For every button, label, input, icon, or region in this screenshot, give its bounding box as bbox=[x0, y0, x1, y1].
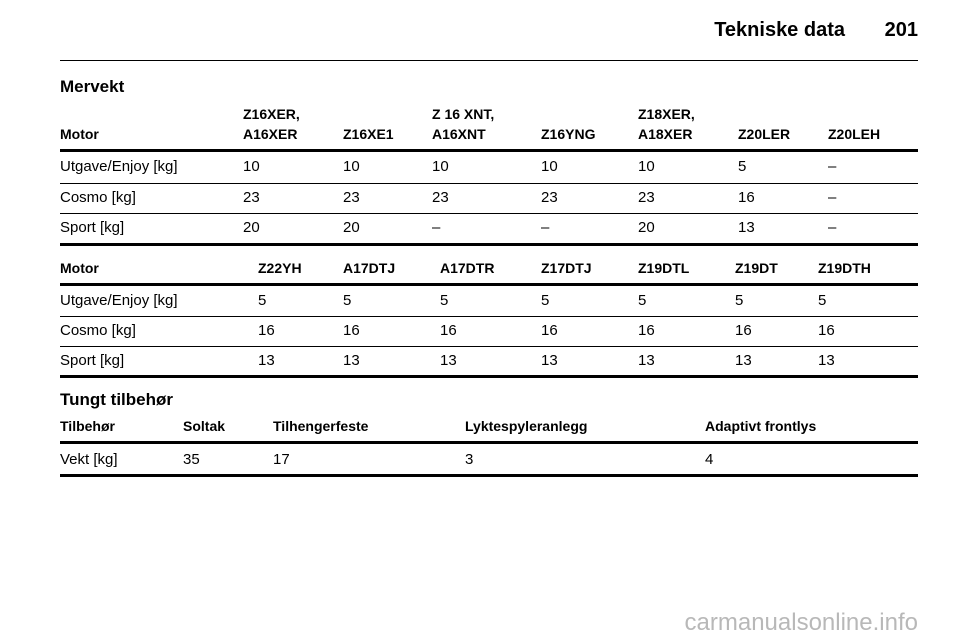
table-cell: 13 bbox=[818, 352, 835, 369]
table-cell: 16 bbox=[818, 322, 835, 339]
column-header: Z 16 XNT, A16XNT bbox=[432, 106, 495, 142]
table-cell: 16 bbox=[638, 322, 655, 339]
table-cell: – bbox=[828, 219, 837, 237]
table-cell: 20 bbox=[343, 219, 360, 237]
table-cell: Sport [kg] bbox=[60, 219, 125, 237]
table-cell: Cosmo [kg] bbox=[60, 188, 136, 206]
page-title: Tekniske data bbox=[714, 19, 845, 41]
table-cell: 13 bbox=[440, 352, 457, 369]
table-cell: Vekt [kg] bbox=[60, 450, 118, 468]
column-header: A17DTJ bbox=[343, 260, 396, 276]
column-header: Adaptivt frontlys bbox=[705, 418, 817, 434]
column-header: Soltak bbox=[183, 418, 226, 434]
column-header: Z20LEH bbox=[828, 126, 881, 142]
table-rule bbox=[60, 375, 918, 378]
table-cell: 13 bbox=[738, 219, 755, 237]
table-cell: 17 bbox=[273, 450, 290, 468]
table-cell: – bbox=[828, 188, 837, 206]
table-cell: 4 bbox=[705, 450, 714, 468]
table-cell: 13 bbox=[258, 352, 275, 369]
section-title: Mervekt bbox=[60, 77, 125, 96]
header-rule bbox=[60, 60, 918, 61]
table-cell: 5 bbox=[735, 292, 744, 309]
column-header: Z19DTL bbox=[638, 260, 690, 276]
table-cell: 10 bbox=[541, 158, 558, 176]
column-header: Tilhengerfeste bbox=[273, 418, 369, 434]
column-header: Z16XE1 bbox=[343, 126, 394, 142]
table-cell: 20 bbox=[638, 219, 655, 237]
column-header: Z19DTH bbox=[818, 260, 871, 276]
table-cell: 35 bbox=[183, 450, 200, 468]
table-cell: 16 bbox=[735, 322, 752, 339]
table-cell: 23 bbox=[638, 188, 655, 206]
column-header: Z17DTJ bbox=[541, 260, 592, 276]
table-cell: 5 bbox=[541, 292, 550, 309]
column-header: Z16YNG bbox=[541, 126, 596, 142]
table-cell: 23 bbox=[243, 188, 260, 206]
table-cell: 5 bbox=[440, 292, 449, 309]
table-cell: 5 bbox=[258, 292, 267, 309]
table-cell: Sport [kg] bbox=[60, 352, 125, 369]
table-cell: 3 bbox=[465, 450, 474, 468]
table-rule bbox=[60, 441, 918, 444]
table-cell: 10 bbox=[243, 158, 260, 176]
table-cell: 13 bbox=[638, 352, 655, 369]
column-header: Motor bbox=[60, 126, 99, 142]
column-header: Z22YH bbox=[258, 260, 302, 276]
table-cell: 5 bbox=[818, 292, 827, 309]
table-cell: 5 bbox=[738, 158, 747, 176]
column-header: Z16XER, A16XER bbox=[243, 106, 300, 142]
table-cell: 16 bbox=[738, 188, 755, 206]
table-cell: 5 bbox=[638, 292, 647, 309]
table-rule bbox=[60, 316, 918, 317]
column-header: Tilbehør bbox=[60, 418, 115, 434]
page-number: 201 bbox=[884, 19, 918, 41]
table-cell: 16 bbox=[440, 322, 457, 339]
table-cell: 23 bbox=[541, 188, 558, 206]
table-rule bbox=[60, 213, 918, 214]
table-cell: 13 bbox=[343, 352, 360, 369]
table-cell: 16 bbox=[541, 322, 558, 339]
table-cell: Utgave/Enjoy [kg] bbox=[60, 292, 178, 309]
table-cell: Utgave/Enjoy [kg] bbox=[60, 158, 178, 176]
column-header: Z19DT bbox=[735, 260, 778, 276]
table-cell: 23 bbox=[432, 188, 449, 206]
column-header: A17DTR bbox=[440, 260, 495, 276]
table-cell: – bbox=[541, 219, 550, 237]
table-cell: 16 bbox=[343, 322, 360, 339]
table-cell: 10 bbox=[638, 158, 655, 176]
table-rule bbox=[60, 242, 918, 246]
table-cell: – bbox=[432, 219, 441, 237]
table-cell: 10 bbox=[343, 158, 360, 176]
column-header: Motor bbox=[60, 260, 99, 276]
column-header: Lyktespyleranlegg bbox=[465, 418, 588, 434]
table-rule bbox=[60, 182, 918, 184]
table-cell: – bbox=[828, 158, 837, 176]
table-cell: 16 bbox=[258, 322, 275, 339]
table-cell: 23 bbox=[343, 188, 360, 206]
watermark: carmanualsonline.info bbox=[684, 609, 918, 636]
table-cell: 13 bbox=[735, 352, 752, 369]
table-cell: 5 bbox=[343, 292, 352, 309]
column-header: Z20LER bbox=[738, 126, 791, 142]
column-header: Z18XER, A18XER bbox=[638, 106, 695, 142]
table-rule bbox=[60, 149, 918, 152]
table-cell: 20 bbox=[243, 219, 260, 237]
section-title: Tungt tilbehør bbox=[60, 390, 173, 409]
table-rule bbox=[60, 346, 918, 347]
table-cell: 13 bbox=[541, 352, 558, 369]
table-rule bbox=[60, 283, 918, 286]
table-cell: 10 bbox=[432, 158, 449, 176]
table-cell: Cosmo [kg] bbox=[60, 322, 136, 339]
table-rule bbox=[60, 474, 918, 477]
